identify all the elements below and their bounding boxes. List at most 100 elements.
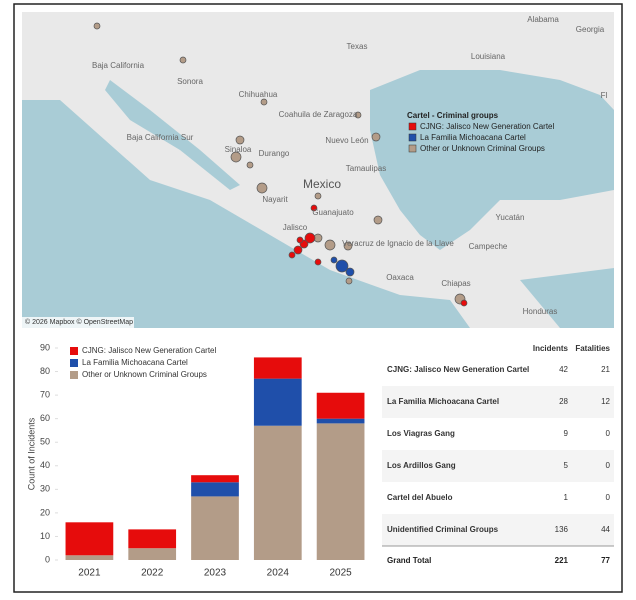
map-legend-title: Cartel - Criminal groups — [407, 111, 499, 120]
map-credit: © 2026 Mapbox © OpenStreetMap — [25, 318, 133, 326]
table-row-bg — [382, 354, 614, 386]
table-cell: 21 — [601, 365, 610, 374]
table-cell: 44 — [601, 525, 610, 534]
bar-segment — [316, 423, 365, 560]
map-label: Chihuahua — [239, 90, 278, 99]
map-label: Baja California — [92, 61, 145, 70]
y-tick-label: 50 — [40, 437, 50, 447]
bar-segment — [253, 357, 302, 379]
map: © 2026 Mapbox © OpenStreetMap Cartel - C… — [22, 12, 614, 328]
y-tick-label: 80 — [40, 366, 50, 376]
map-label: Sinaloa — [225, 145, 252, 154]
legend-swatch — [70, 347, 78, 355]
legend-swatch — [70, 359, 78, 367]
legend-label: La Familia Michoacana Cartel — [82, 358, 188, 367]
credit-bg — [22, 317, 134, 328]
legend-label: Other or Unknown Criminal Groups — [82, 370, 207, 379]
table-row-bg — [382, 514, 614, 546]
map-legend-swatch — [408, 122, 417, 131]
table-row-bg — [382, 418, 614, 450]
bar-segment — [316, 392, 365, 419]
incident-dots — [93, 22, 466, 305]
map-legend-item: La Familia Michoacana Cartel — [420, 133, 526, 142]
y-tick-label: 60 — [40, 413, 50, 423]
table-cell: Los Viagras Gang — [387, 429, 455, 438]
bar-segment — [253, 425, 302, 560]
table-row-bg — [382, 482, 614, 514]
table-cell: 5 — [564, 461, 569, 470]
map-label: Honduras — [523, 307, 558, 316]
y-tick-label: 0 — [45, 554, 50, 564]
map-label: Texas — [347, 42, 368, 51]
map-label: Sonora — [177, 77, 203, 86]
bar-segment — [128, 529, 177, 549]
table-cell: 0 — [606, 461, 611, 470]
y-tick-label: 40 — [40, 460, 50, 470]
table-cell: 0 — [606, 493, 611, 502]
gulf-california — [105, 80, 240, 190]
table-row-bg — [382, 450, 614, 482]
map-label: Mexico — [303, 177, 341, 191]
bar-segment — [253, 378, 302, 426]
table-cell: Unidentified Criminal Groups — [387, 525, 499, 534]
map-label: Guanajuato — [312, 208, 354, 217]
map-legend-swatch — [408, 133, 417, 142]
table-cell: 42 — [559, 365, 568, 374]
table-cell: 9 — [564, 429, 569, 438]
table-cell: 12 — [601, 397, 610, 406]
y-axis-title: Count of Incidents — [26, 417, 36, 490]
table-cell: Los Ardillos Gang — [387, 461, 456, 470]
x-tick-label: 2021 — [78, 568, 101, 579]
map-label: Oaxaca — [386, 273, 414, 282]
table-header: Fatalities — [575, 344, 610, 353]
table-total: Grand Total — [387, 556, 431, 565]
table-cell: Cartel del Abuelo — [387, 493, 453, 502]
bar-segment — [191, 482, 239, 497]
gulf — [370, 70, 614, 250]
legend-label: CJNG: Jalisco New Generation Cartel — [82, 346, 216, 355]
frame — [13, 3, 623, 593]
y-tick-label: 70 — [40, 389, 50, 399]
x-tick-label: 2023 — [204, 568, 227, 579]
table-total: 221 — [555, 556, 569, 565]
bar-segment — [65, 522, 114, 556]
legend-swatch — [70, 371, 78, 379]
y-tick-label: 20 — [40, 507, 50, 517]
map-label: Veracruz de Ignacio de la Llave — [342, 239, 454, 248]
x-tick-label: 2025 — [329, 568, 352, 579]
map-legend-swatch — [408, 144, 417, 153]
map-legend-item: Other or Unknown Criminal Groups — [420, 144, 545, 153]
map-label: Durango — [259, 149, 290, 158]
map-label: Louisiana — [471, 52, 506, 61]
table-cell: La Familia Michoacana Cartel — [387, 397, 499, 406]
cjng-dots — [288, 204, 468, 307]
map-label: Nuevo León — [325, 136, 368, 145]
bar-segment — [128, 548, 177, 560]
map-label: Alabama — [527, 15, 559, 24]
table-cell: 28 — [559, 397, 568, 406]
map-label: Yucatán — [496, 213, 525, 222]
table-cell: CJNG: Jalisco New Generation Cartel — [387, 365, 529, 374]
map-label: Campeche — [469, 242, 508, 251]
table-cell: 1 — [564, 493, 569, 502]
table-total: 77 — [601, 556, 610, 565]
bar-segment — [191, 475, 239, 483]
bar-segment — [316, 418, 365, 424]
map-label: Chiapas — [441, 279, 470, 288]
map-label: Baja California Sur — [127, 133, 194, 142]
table-cell: 136 — [555, 525, 569, 534]
y-tick-label: 30 — [40, 484, 50, 494]
map-label: Nayarit — [262, 195, 288, 204]
x-tick-label: 2022 — [141, 568, 164, 579]
caribbean — [520, 268, 614, 328]
map-label: Georgia — [576, 25, 605, 34]
bar-segment — [191, 496, 239, 560]
bar-segment — [65, 555, 114, 560]
map-legend-item: CJNG: Jalisco New Generation Cartel — [420, 122, 554, 131]
table-header: Incidents — [533, 344, 569, 353]
pacific — [22, 100, 470, 328]
table-cell: 0 — [606, 429, 611, 438]
map-label: Coahuila de Zaragoza — [279, 110, 358, 119]
